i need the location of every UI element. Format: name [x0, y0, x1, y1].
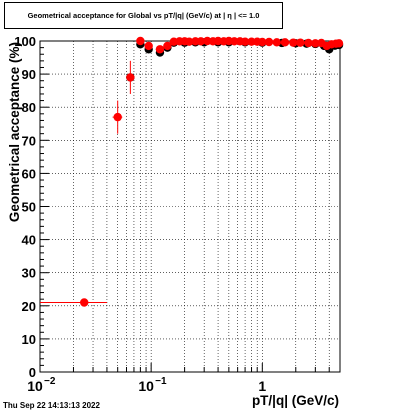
series-red-points — [40, 36, 344, 307]
x-tick-labels: 10 −2 10 −1 1 — [27, 376, 266, 394]
red-point — [311, 39, 320, 48]
red-point — [163, 41, 172, 51]
red-point — [126, 73, 135, 82]
grid — [39, 41, 341, 372]
red-point — [296, 38, 305, 47]
red-point — [196, 37, 206, 46]
red-point — [304, 38, 313, 48]
red-point — [240, 37, 250, 46]
chart-title: Geometrical acceptance for Global vs pT/… — [4, 2, 283, 29]
x-tick-label: 10 — [138, 378, 154, 394]
red-point — [136, 36, 145, 46]
y-tick-label: 50 — [22, 200, 36, 215]
red-point — [113, 112, 122, 122]
x-tick-exponent: −2 — [44, 376, 56, 387]
red-point — [264, 37, 274, 47]
y-tick-label: 20 — [22, 299, 36, 314]
y-tick-label: 30 — [22, 266, 36, 281]
timestamp: Thu Sep 22 14:13:13 2022 — [3, 401, 100, 410]
red-point — [272, 38, 281, 47]
x-tick-exponent: −1 — [155, 376, 167, 387]
y-tick-label: 60 — [22, 166, 36, 181]
y-tick-label: 70 — [22, 133, 36, 148]
red-point — [289, 38, 298, 47]
red-point — [185, 37, 194, 46]
y-tick-labels: 0 10 20 30 40 50 60 70 80 90 100 — [14, 34, 36, 380]
red-point — [80, 298, 89, 307]
y-tick-label: 10 — [22, 332, 36, 347]
red-point — [144, 41, 153, 51]
y-tick-label: 90 — [22, 67, 36, 82]
red-point — [334, 39, 344, 48]
x-tick-label: 10 — [27, 378, 43, 394]
y-tick-label: 40 — [22, 233, 36, 248]
y-tick-label: 80 — [22, 100, 36, 115]
red-point — [280, 38, 290, 47]
y-axis-label: Geometrical acceptance (%) — [7, 42, 22, 222]
x-axis-label: pT/|q| (GeV/c) — [252, 393, 339, 408]
x-tick-label: 1 — [258, 378, 266, 394]
y-tick-label: 0 — [29, 365, 36, 380]
red-point — [258, 37, 267, 47]
red-point — [155, 45, 165, 54]
y-tick-label: 100 — [14, 34, 36, 49]
